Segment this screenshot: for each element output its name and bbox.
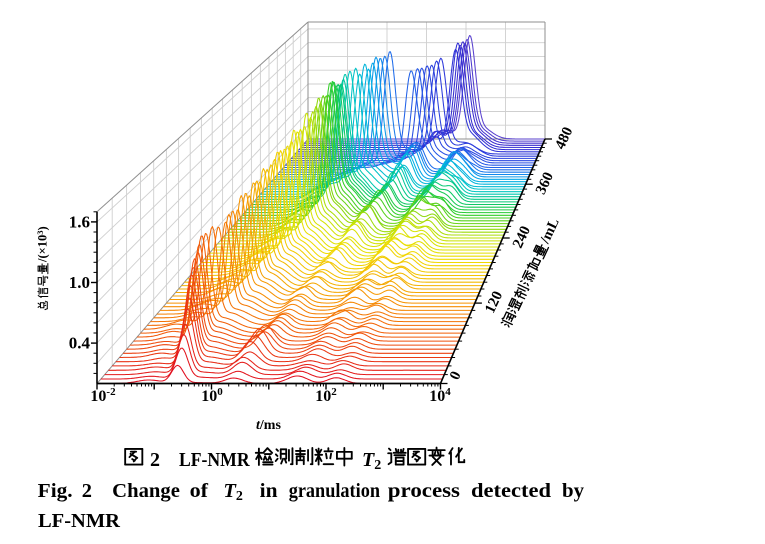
svg-text:T2: T2: [223, 480, 243, 504]
svg-text:process: process: [388, 480, 460, 502]
svg-text:detected: detected: [471, 480, 552, 502]
svg-text:/(×103): /(×103): [35, 226, 50, 263]
svg-text:t/ms: t/ms: [256, 418, 281, 433]
svg-text:Change: Change: [112, 480, 180, 502]
svg-text:2: 2: [82, 480, 92, 502]
svg-text:LF-NMR: LF-NMR: [38, 510, 120, 532]
svg-text:T2: T2: [362, 449, 381, 473]
svg-text:1.6: 1.6: [69, 212, 90, 231]
svg-text:by: by: [562, 480, 585, 502]
svg-text:1.0: 1.0: [69, 273, 90, 292]
svg-text:LF-NMR: LF-NMR: [179, 449, 250, 471]
svg-text:0.4: 0.4: [69, 334, 91, 353]
svg-text:of: of: [190, 480, 210, 502]
svg-text:2: 2: [150, 449, 160, 471]
svg-text:Fig.: Fig.: [38, 480, 73, 502]
svg-text:granulation: granulation: [289, 480, 381, 502]
svg-text:in: in: [260, 480, 279, 502]
